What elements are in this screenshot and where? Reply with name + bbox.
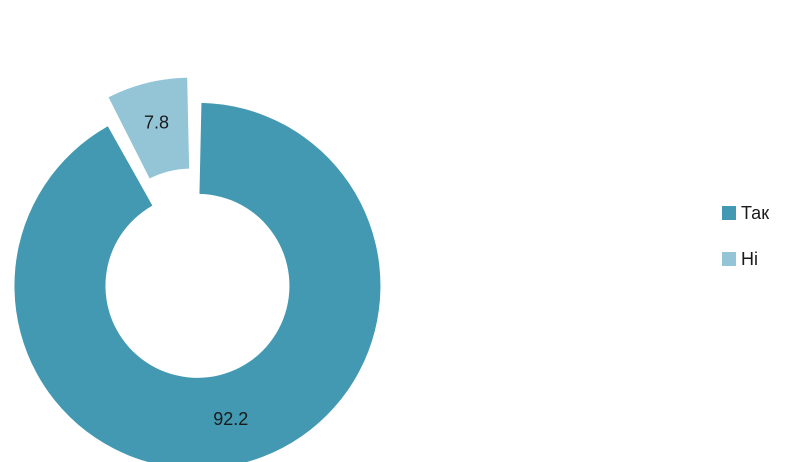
legend-swatch-ni [722,252,736,266]
legend-entry-ni: Ні [722,249,758,269]
donut-slice-ni [108,77,190,179]
legend-label-tak: Так [741,203,769,223]
chart-slices [14,77,381,462]
legend-entry-tak: Так [722,203,769,223]
chart-legend: Так Ні [722,203,769,269]
legend-swatch-tak [722,206,736,220]
legend-label-ni: Ні [741,249,758,269]
data-label-ni: 7.8 [144,112,169,132]
donut-slice-tak [14,102,381,462]
chart-data-labels: 92.2 7.8 [144,112,248,429]
data-label-tak: 92.2 [213,409,248,429]
